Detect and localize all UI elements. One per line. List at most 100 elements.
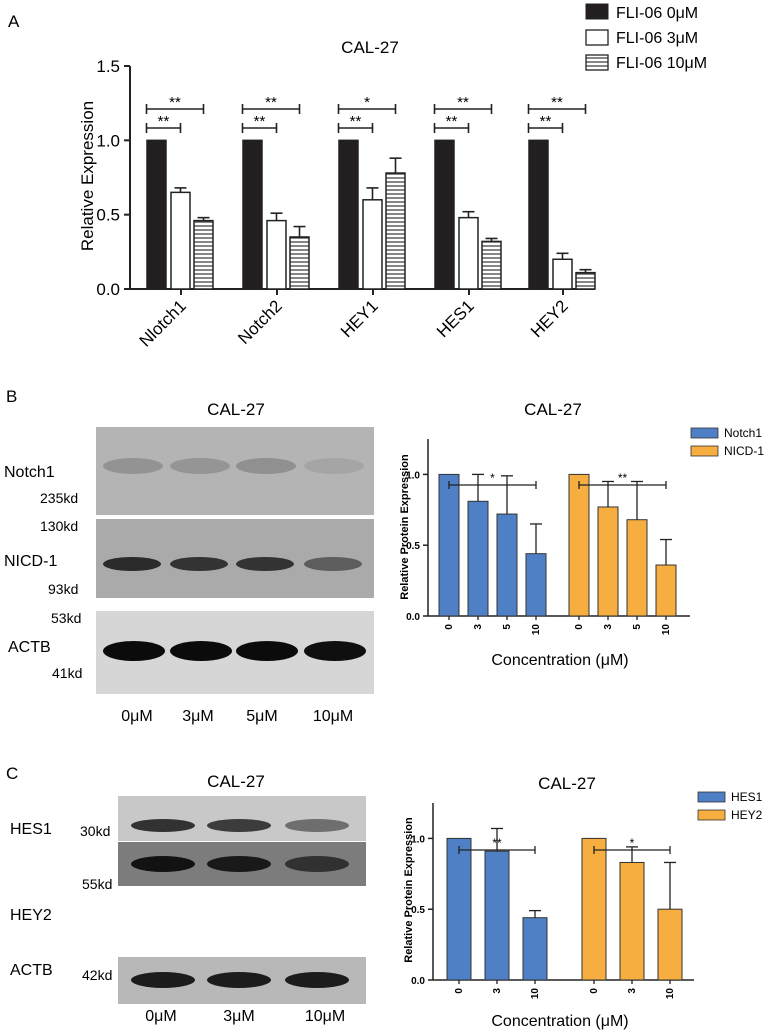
panel-c-ytick-label-0-0: 0.0 [411, 976, 425, 987]
panel-b-bar-notch1-10 [525, 553, 547, 617]
band-notch1-lane-3 [304, 458, 364, 474]
panel-letter-a: A [8, 12, 20, 31]
panel-a-xtick-label-hey1: HEY1 [337, 296, 382, 341]
panel-a-bar-hey1-fli-06-10-m [385, 172, 406, 290]
panel-b-bar-notch1-3 [467, 500, 489, 617]
panel-a-sig-label-hey2-1: ** [551, 94, 563, 111]
panel-a-bar-hey2-fli-06-0-m [528, 139, 549, 290]
legend-swatch-10um [585, 54, 609, 71]
band-actb-c-lane-2 [285, 972, 349, 988]
panel-a-ytick-label-1-0: 1.0 [96, 131, 120, 150]
panel-c-xtick-label-hes1-10: 10 [530, 988, 541, 1000]
band-hey2-lane-1 [207, 856, 271, 872]
panel-b-xtick-label-notch1-0: 0 [444, 624, 455, 630]
band-actb-lane-2 [236, 641, 298, 661]
panel-c-chart-title: CAL-27 [538, 774, 596, 793]
row-label-actb-c: ACTB [10, 962, 53, 979]
panel-b-ylabel: Relative Protein Expression [399, 454, 411, 600]
panel-b-chart: 0.0 0.5 1.0 0 3 5 10 * 0 3 5 10 ** [406, 439, 690, 635]
legend-swatch-hes1 [697, 791, 726, 803]
panel-a-title: CAL-27 [341, 38, 399, 57]
panel-a-bar-nlotch1-fli-06-0-m [146, 139, 167, 290]
panel-a-bar-nlotch1-fli-06-3-m [170, 191, 191, 290]
row-label-nicd1: NICD-1 [4, 553, 57, 570]
panel-b-xtick-label-nicd-1-5: 5 [632, 624, 643, 630]
panel-b-xtick-label-notch1-5: 5 [502, 624, 513, 630]
panel-a-ylabel: Relative Expression [78, 101, 97, 251]
legend-label-nicd1: NICD-1 [724, 444, 764, 458]
band-actb-c-lane-0 [131, 972, 195, 988]
panel-b-ytick-label-0-0: 0.0 [406, 612, 420, 623]
band-actb-lane-3 [304, 641, 366, 661]
lane-label-3um: 3μM [182, 708, 213, 725]
panel-a-bar-notch2-fli-06-10-m [289, 236, 310, 290]
panel-a-xtick-label-nlotch1: Nlotch1 [136, 296, 190, 350]
panel-a-bar-hes1-fli-06-0-m [434, 139, 455, 290]
legend-swatch-3um [585, 29, 609, 46]
legend-label-10um: FLI-06 10μM [616, 55, 707, 72]
blot-hes1-image [118, 796, 366, 841]
panel-a-bar-notch2-fli-06-0-m [242, 139, 263, 290]
band-notch1-lane-2 [236, 458, 296, 474]
band-nicd1-lane-3 [304, 557, 362, 571]
panel-b-bar-notch1-5 [496, 513, 518, 617]
row-label-hey2: HEY2 [10, 907, 52, 924]
panel-b-xtick-label-notch1-10: 10 [531, 624, 542, 636]
panel-a-sig-label-nlotch1-0: ** [158, 113, 170, 130]
panel-b-bar-notch1-0 [438, 473, 460, 617]
panel-b-xtick-label-nicd-1-10: 10 [661, 624, 672, 636]
legend-swatch-nicd1 [690, 445, 719, 457]
panel-letter-b: B [6, 387, 17, 406]
panel-a-legend: FLI-06 0μM FLI-06 3μM FLI-06 10μM [585, 3, 707, 72]
band-actb-c-lane-1 [207, 972, 271, 988]
panel-b-xtick-label-notch1-3: 3 [473, 624, 484, 630]
panel-a-sig-label-hes1-1: ** [457, 94, 469, 111]
panel-b-bar-nicd-1-3 [597, 506, 619, 617]
band-hes1-lane-1 [207, 819, 271, 832]
panel-b-legend: Notch1 NICD-1 [690, 426, 764, 458]
panel-a-sig-label-nlotch1-1: ** [169, 94, 181, 111]
panel-b-bar-nicd-1-0 [568, 473, 590, 617]
panel-b-xlabel: Concentration (μM) [491, 652, 628, 669]
panel-a-sig-label-hey1-0: ** [350, 113, 362, 130]
panel-c-legend: HES1 HEY2 [697, 790, 763, 822]
panel-a-bar-hey2-fli-06-10-m [575, 271, 596, 290]
panel-c-bar-hes1-0 [446, 837, 472, 981]
marker-93kd: 93kd [48, 581, 78, 597]
legend-swatch-hey2 [697, 809, 726, 821]
band-notch1-lane-0 [103, 458, 163, 474]
panel-a-bar-hes1-fli-06-3-m [458, 216, 479, 290]
legend-swatch-0um [585, 3, 609, 20]
band-notch1-lane-1 [170, 458, 230, 474]
band-actb-lane-0 [103, 641, 165, 661]
panel-c-xtick-label-hes1-0: 0 [454, 988, 465, 994]
panel-c-bar-hes1-3 [484, 850, 510, 981]
marker-55kd: 55kd [82, 876, 112, 892]
band-hey2-lane-2 [285, 856, 349, 872]
panel-a-bars: ******************* [145, 94, 596, 290]
panel-a-bar-hey2-fli-06-3-m [552, 258, 573, 290]
panel-b: B CAL-27 Notch1 NICD-1 ACTB 235kd 130kd … [4, 387, 764, 725]
panel-a-sig-label-hey2-0: ** [540, 113, 552, 130]
marker-30kd: 30kd [80, 823, 110, 839]
legend-label-notch1: Notch1 [724, 426, 762, 440]
panel-c-xtick-label-hes1-3: 3 [492, 988, 503, 994]
panel-a-sig-label-notch2-1: ** [265, 94, 277, 111]
panel-b-chart-title: CAL-27 [524, 400, 582, 419]
panel-c-ytick-label-1-0: 1.0 [411, 834, 425, 845]
panel-b-ytick-label-1-0: 1.0 [406, 470, 420, 481]
panel-c-sig-label-hes1: ** [492, 836, 502, 850]
panel-a-sig-label-notch2-0: ** [254, 113, 266, 130]
row-label-actb: ACTB [8, 639, 51, 656]
panel-b-xtick-label-nicd-1-3: 3 [603, 624, 614, 630]
panel-c-xlabel: Concentration (μM) [491, 1013, 628, 1030]
panel-c-xtick-label-hey2-0: 0 [589, 988, 600, 994]
legend-label-0um: FLI-06 0μM [616, 5, 698, 22]
panel-b-xtick-label-nicd-1-0: 0 [574, 624, 585, 630]
panel-c-ylabel: Relative Protein Expression [403, 817, 415, 963]
panel-c-ytick-label-0-5: 0.5 [411, 905, 425, 916]
legend-label-3um: FLI-06 3μM [616, 30, 698, 47]
lane-label-c-0um: 0μM [145, 1008, 176, 1025]
band-hey2-lane-0 [131, 856, 195, 872]
